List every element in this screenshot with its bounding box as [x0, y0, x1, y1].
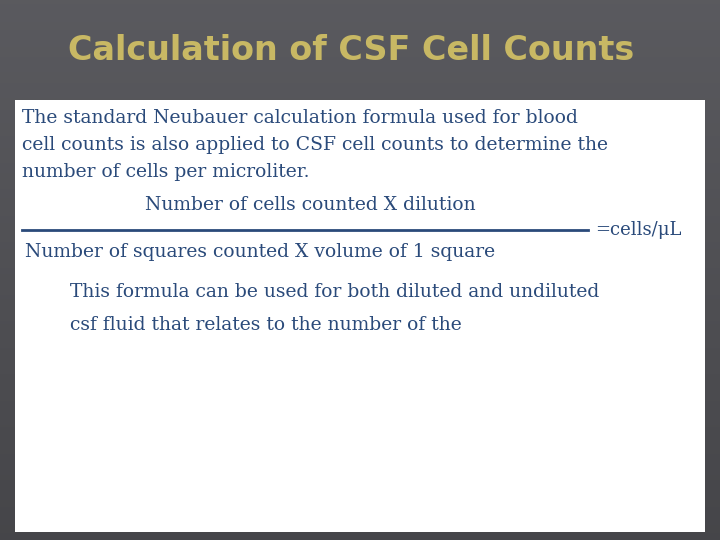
FancyBboxPatch shape	[15, 100, 705, 532]
Text: This formula can be used for both diluted and undiluted: This formula can be used for both dilute…	[70, 283, 599, 301]
Text: Number of squares counted X volume of 1 square: Number of squares counted X volume of 1 …	[25, 243, 495, 261]
Text: Number of cells counted X dilution: Number of cells counted X dilution	[145, 196, 475, 214]
Text: number of cells per microliter.: number of cells per microliter.	[22, 163, 310, 181]
Text: The standard Neubauer calculation formula used for blood: The standard Neubauer calculation formul…	[22, 109, 578, 127]
Text: csf fluid that relates to the number of the: csf fluid that relates to the number of …	[70, 316, 462, 334]
Text: =cells/μL: =cells/μL	[595, 221, 681, 239]
Text: Calculation of CSF Cell Counts: Calculation of CSF Cell Counts	[68, 33, 634, 66]
Text: cell counts is also applied to CSF cell counts to determine the: cell counts is also applied to CSF cell …	[22, 136, 608, 154]
